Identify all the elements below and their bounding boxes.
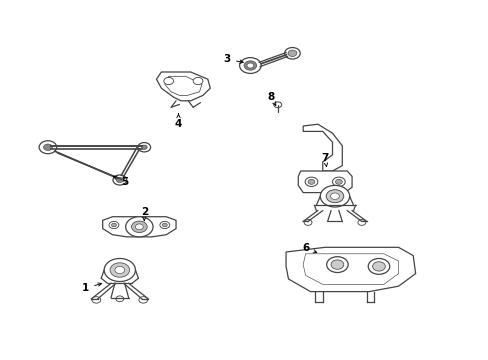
- Circle shape: [326, 257, 347, 273]
- Polygon shape: [298, 171, 351, 193]
- Circle shape: [304, 220, 311, 225]
- Circle shape: [335, 179, 342, 184]
- Circle shape: [307, 179, 314, 184]
- Text: 8: 8: [267, 92, 275, 105]
- Circle shape: [239, 58, 261, 73]
- Circle shape: [138, 143, 150, 152]
- Polygon shape: [156, 72, 210, 101]
- Text: 5: 5: [113, 176, 128, 187]
- Circle shape: [330, 260, 343, 269]
- Circle shape: [357, 220, 365, 225]
- Circle shape: [332, 177, 345, 186]
- Polygon shape: [285, 247, 415, 292]
- Circle shape: [110, 263, 129, 277]
- Circle shape: [163, 77, 173, 85]
- Circle shape: [273, 102, 281, 108]
- Circle shape: [116, 177, 123, 183]
- Circle shape: [330, 193, 339, 199]
- Text: 3: 3: [224, 54, 243, 64]
- Circle shape: [367, 258, 389, 274]
- Circle shape: [160, 221, 169, 229]
- Circle shape: [125, 217, 153, 237]
- Circle shape: [92, 297, 101, 303]
- Circle shape: [113, 175, 126, 185]
- Circle shape: [104, 258, 135, 282]
- Circle shape: [141, 145, 147, 149]
- Polygon shape: [102, 217, 176, 237]
- Circle shape: [111, 223, 116, 227]
- Circle shape: [162, 223, 167, 227]
- Circle shape: [135, 224, 143, 230]
- Circle shape: [131, 221, 147, 233]
- Text: 7: 7: [321, 153, 328, 167]
- Circle shape: [109, 221, 119, 229]
- Circle shape: [246, 63, 253, 68]
- Text: 4: 4: [174, 114, 182, 129]
- Circle shape: [116, 296, 123, 302]
- Text: 6: 6: [302, 243, 316, 253]
- Circle shape: [39, 141, 57, 154]
- Circle shape: [139, 297, 147, 303]
- Circle shape: [115, 266, 124, 274]
- Circle shape: [372, 262, 385, 271]
- Circle shape: [244, 61, 256, 70]
- Circle shape: [325, 190, 343, 203]
- Circle shape: [287, 50, 296, 57]
- Circle shape: [43, 144, 52, 150]
- Circle shape: [193, 77, 203, 85]
- Text: 1: 1: [82, 283, 102, 293]
- Circle shape: [284, 48, 300, 59]
- Circle shape: [305, 177, 317, 186]
- Polygon shape: [303, 124, 342, 171]
- Circle shape: [320, 185, 349, 207]
- Text: 2: 2: [141, 207, 147, 221]
